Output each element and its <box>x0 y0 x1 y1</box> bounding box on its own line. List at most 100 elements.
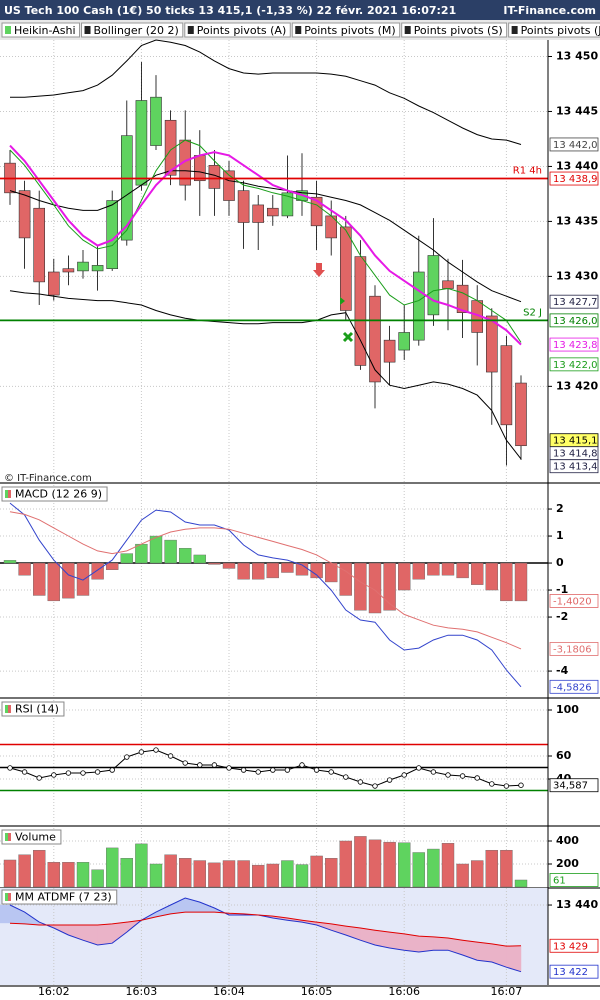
bar <box>3 859 17 888</box>
value-box-label: 13 422,0 <box>553 360 598 371</box>
value-box-label: 13 415,1 <box>553 436 598 447</box>
y-tick-label: 13 430 <box>556 269 598 282</box>
value-box <box>549 679 599 694</box>
line-marker <box>255 769 261 775</box>
line-marker <box>51 772 57 778</box>
fill-between <box>476 941 493 963</box>
value-box <box>549 642 599 656</box>
value-box <box>549 964 599 979</box>
candle-body <box>91 265 104 272</box>
y-tick-label: 1 <box>556 529 564 542</box>
bar <box>281 860 294 888</box>
value-box <box>549 873 599 887</box>
panel-tab-icon <box>5 705 8 713</box>
candle-body <box>62 268 75 273</box>
candle-body <box>266 207 279 217</box>
value-box-label: 13 438,9 <box>553 174 598 185</box>
bar <box>222 860 236 888</box>
y-tick-label: 13 435 <box>556 214 598 227</box>
line-series <box>9 144 522 346</box>
line-marker <box>153 747 159 753</box>
value-box <box>549 137 599 152</box>
y-tick-label: 13 420 <box>556 379 598 392</box>
panel-tab-icon <box>8 705 11 713</box>
y-tick-label: -2 <box>556 610 568 623</box>
bar <box>368 562 382 614</box>
value-box <box>549 313 599 328</box>
bar <box>281 562 294 573</box>
bar <box>149 863 163 888</box>
value-box-label: 34,587 <box>553 781 588 792</box>
value-box-label: 13 422 <box>553 967 588 978</box>
candle-body <box>77 261 89 272</box>
bar <box>149 535 163 564</box>
tab-label: Points pivots (S) <box>414 24 503 37</box>
bar <box>266 562 279 579</box>
bar <box>208 862 221 888</box>
line-series <box>9 511 522 650</box>
line-marker <box>284 767 291 773</box>
bar <box>398 562 411 591</box>
line-marker <box>124 754 130 760</box>
value-box-label: 13 427,7 <box>553 297 598 308</box>
fill-between <box>97 923 113 946</box>
tab-label: Points pivots (J) <box>521 24 600 37</box>
tabs: Heikin-Ashi Bollinger (20 2) Points pivots… <box>1 22 600 38</box>
line-marker <box>299 762 305 768</box>
line-marker <box>138 749 145 755</box>
bar <box>222 562 236 569</box>
line-marker <box>182 760 188 766</box>
bar <box>500 562 513 602</box>
y-tick-label: 13 450 <box>556 49 598 62</box>
value-box <box>549 171 599 186</box>
plot: 13 450 13 445 13 440 13 435 13 430 13 420 R1 4… <box>0 39 600 998</box>
value-box <box>549 459 599 474</box>
line-marker <box>459 773 466 779</box>
value-box <box>549 938 599 953</box>
value-box <box>549 357 599 372</box>
value-box <box>549 594 599 608</box>
bar <box>47 862 60 888</box>
bar <box>456 863 469 888</box>
bar <box>193 860 207 888</box>
line-marker <box>430 769 437 775</box>
bar <box>310 562 323 579</box>
bar <box>135 543 148 564</box>
value-box <box>549 337 599 352</box>
bar <box>427 562 440 576</box>
candle-body <box>135 100 148 186</box>
bar <box>3 560 17 564</box>
line-marker <box>65 770 72 776</box>
fill-between <box>403 933 420 953</box>
bar <box>295 864 309 888</box>
pivot-name: S2 J <box>523 307 542 318</box>
x-tick-label: 16:03 <box>126 985 158 998</box>
candle-body <box>398 332 411 351</box>
candle-body <box>33 207 46 283</box>
line-marker <box>416 765 422 771</box>
y-tick-label: 13 440 <box>556 159 598 172</box>
candle-body <box>456 284 469 313</box>
bar <box>441 843 455 888</box>
value-box-label: 13 426,0 <box>553 316 598 327</box>
tab-icon <box>295 26 302 34</box>
value-box-label: -3,1806 <box>553 644 592 655</box>
bar <box>18 854 31 888</box>
y-tick-label: -4 <box>556 664 569 677</box>
bar <box>456 562 469 579</box>
tab <box>401 22 508 38</box>
line-marker <box>94 769 101 775</box>
candle-body <box>442 280 454 289</box>
bar <box>368 839 382 888</box>
bar <box>485 849 498 888</box>
y-tick-label: 13 440 <box>556 898 598 911</box>
line-series <box>9 502 522 688</box>
bar <box>441 562 455 576</box>
tab-icon <box>404 26 411 34</box>
line-marker <box>357 779 364 785</box>
line-marker <box>503 783 510 789</box>
bar <box>339 562 352 596</box>
bar <box>76 862 90 888</box>
bar <box>33 562 46 596</box>
candle-body <box>500 345 513 426</box>
